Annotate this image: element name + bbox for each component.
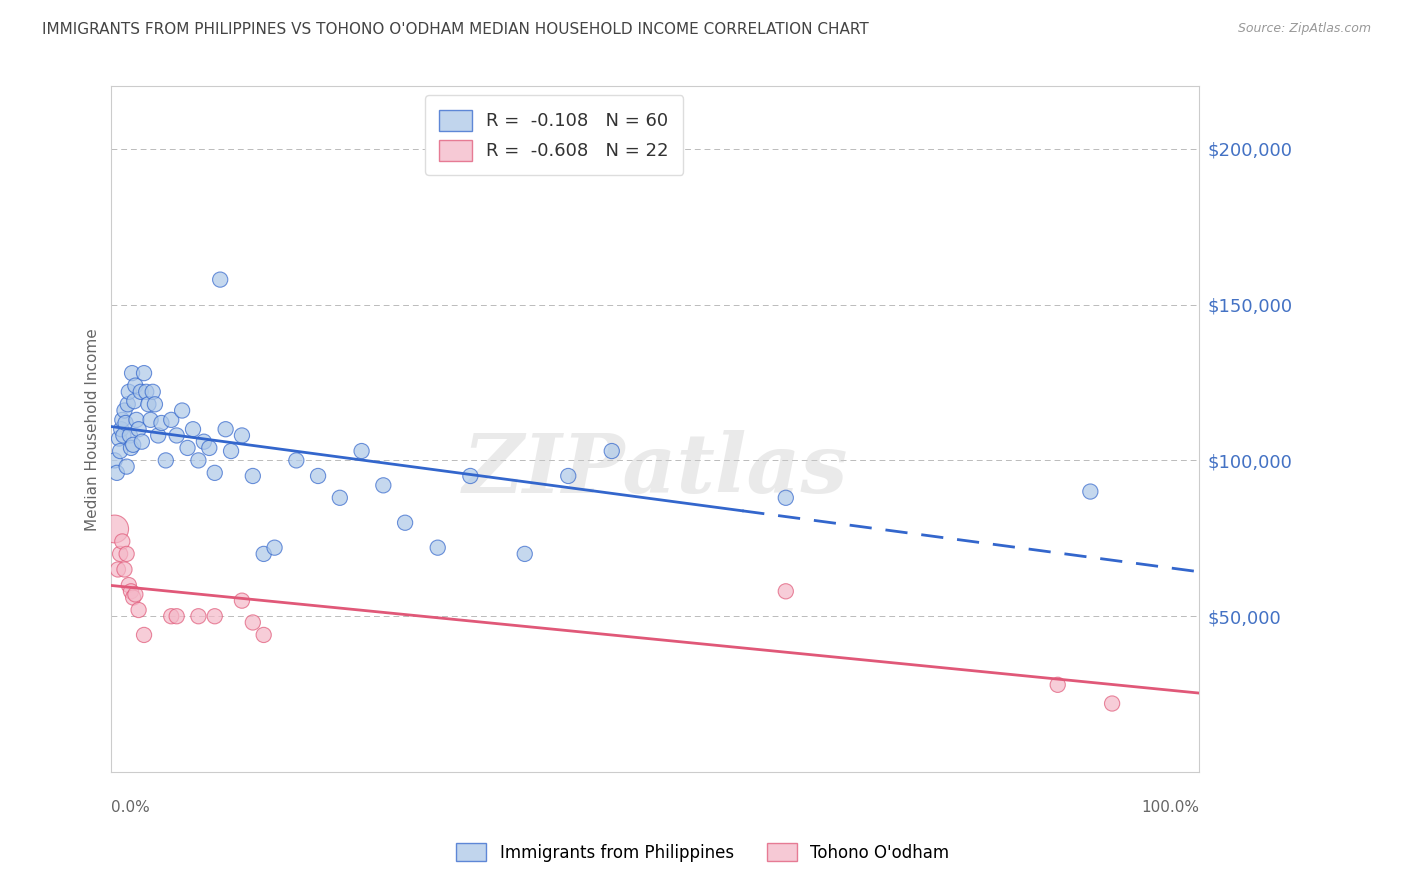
Point — [166, 428, 188, 442]
Point — [187, 609, 209, 624]
Point — [307, 469, 329, 483]
Point — [111, 534, 134, 549]
Point — [460, 469, 482, 483]
Point — [1078, 484, 1101, 499]
Point — [242, 615, 264, 630]
Point — [1046, 678, 1069, 692]
Point — [118, 384, 141, 399]
Point — [775, 584, 797, 599]
Point — [118, 578, 141, 592]
Point — [135, 384, 157, 399]
Point — [193, 434, 215, 449]
Point — [143, 397, 166, 411]
Text: IMMIGRANTS FROM PHILIPPINES VS TOHONO O'ODHAM MEDIAN HOUSEHOLD INCOME CORRELATIO: IMMIGRANTS FROM PHILIPPINES VS TOHONO O'… — [42, 22, 869, 37]
Point — [120, 584, 142, 599]
Point — [166, 609, 188, 624]
Point — [104, 522, 127, 536]
Point — [155, 453, 177, 467]
Point — [285, 453, 308, 467]
Point — [160, 413, 183, 427]
Point — [160, 609, 183, 624]
Point — [214, 422, 236, 436]
Text: Source: ZipAtlas.com: Source: ZipAtlas.com — [1237, 22, 1371, 36]
Point — [204, 609, 226, 624]
Point — [1101, 697, 1123, 711]
Point — [150, 416, 173, 430]
Point — [115, 459, 138, 474]
Point — [253, 547, 276, 561]
Point — [114, 403, 136, 417]
Point — [231, 428, 253, 442]
Text: ZIPatlas: ZIPatlas — [463, 430, 848, 510]
Point — [253, 628, 276, 642]
Legend: Immigrants from Philippines, Tohono O'odham: Immigrants from Philippines, Tohono O'od… — [449, 835, 957, 871]
Point — [142, 384, 165, 399]
Point — [120, 441, 142, 455]
Point — [117, 397, 139, 411]
Point — [131, 434, 153, 449]
Point — [231, 593, 253, 607]
Point — [557, 469, 579, 483]
Point — [124, 587, 146, 601]
Point — [373, 478, 395, 492]
Point — [176, 441, 198, 455]
Point — [108, 547, 131, 561]
Point — [128, 603, 150, 617]
Point — [122, 394, 145, 409]
Point — [394, 516, 416, 530]
Point — [114, 416, 136, 430]
Point — [187, 453, 209, 467]
Legend: R =  -0.108   N = 60, R =  -0.608   N = 22: R = -0.108 N = 60, R = -0.608 N = 22 — [425, 95, 683, 175]
Point — [263, 541, 285, 555]
Point — [125, 413, 148, 427]
Point — [108, 444, 131, 458]
Point — [138, 397, 160, 411]
Point — [122, 438, 145, 452]
Point — [105, 466, 128, 480]
Point — [204, 466, 226, 480]
Point — [513, 547, 536, 561]
Point — [209, 272, 232, 286]
Point — [124, 378, 146, 392]
Point — [107, 562, 129, 576]
Point — [219, 444, 242, 458]
Point — [128, 422, 150, 436]
Text: 100.0%: 100.0% — [1142, 799, 1199, 814]
Point — [111, 413, 134, 427]
Point — [198, 441, 221, 455]
Point — [104, 453, 127, 467]
Y-axis label: Median Household Income: Median Household Income — [86, 328, 100, 531]
Point — [181, 422, 204, 436]
Point — [148, 428, 170, 442]
Point — [139, 413, 162, 427]
Point — [329, 491, 352, 505]
Point — [172, 403, 194, 417]
Point — [775, 491, 797, 505]
Point — [350, 444, 373, 458]
Point — [242, 469, 264, 483]
Point — [112, 428, 135, 442]
Point — [114, 562, 136, 576]
Point — [129, 384, 152, 399]
Point — [122, 591, 145, 605]
Point — [118, 428, 141, 442]
Point — [110, 422, 132, 436]
Point — [600, 444, 623, 458]
Point — [115, 547, 138, 561]
Point — [132, 366, 155, 380]
Text: 0.0%: 0.0% — [111, 799, 150, 814]
Point — [121, 366, 143, 380]
Point — [108, 432, 131, 446]
Point — [132, 628, 155, 642]
Point — [426, 541, 449, 555]
